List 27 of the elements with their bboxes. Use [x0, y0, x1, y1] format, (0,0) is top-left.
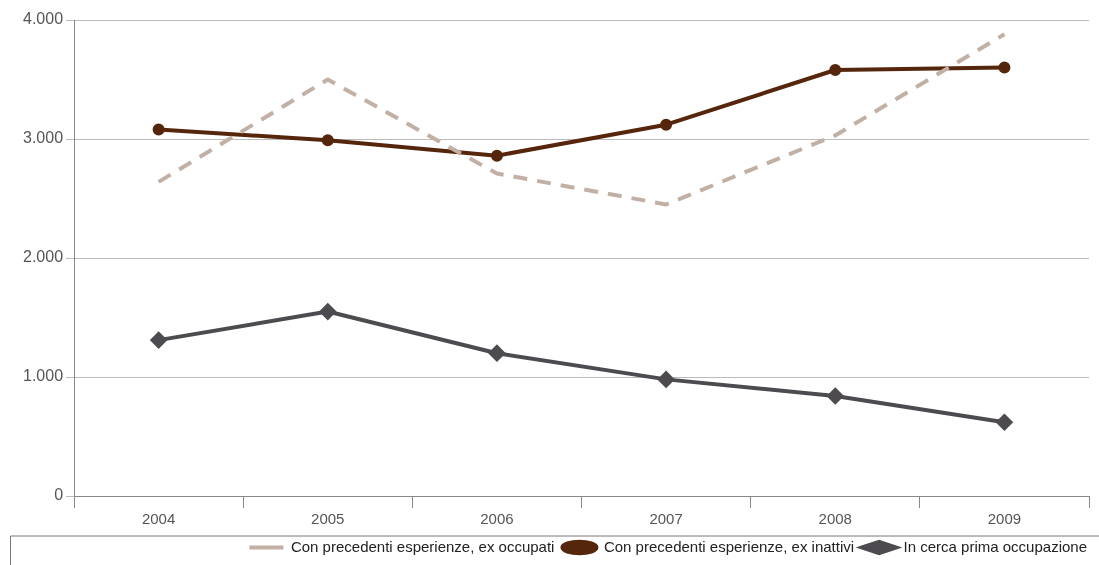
- point: [319, 303, 336, 320]
- x-tick-label: 2007: [649, 510, 683, 528]
- x-tick-label: 2004: [141, 510, 176, 528]
- legend-label: Con precedenti esperienze, ex inattivi: [603, 537, 855, 555]
- y-tick-label: 1.000: [22, 367, 64, 385]
- point: [998, 61, 1011, 74]
- y-tick-label: 4.000: [22, 10, 64, 28]
- line-series: [156, 32, 1007, 207]
- legend-label: In cerca prima occupazione: [903, 537, 1088, 555]
- point: [827, 388, 844, 405]
- point: [321, 134, 334, 147]
- point: [660, 118, 673, 131]
- point: [150, 332, 167, 349]
- y-tick-label: 2.000: [22, 248, 64, 266]
- x-tick-label: 2009: [987, 510, 1022, 528]
- y-tick-label: 0: [54, 486, 64, 504]
- point: [996, 414, 1013, 431]
- legend-label: Con precedenti esperienze, ex occupati: [290, 537, 555, 555]
- point: [488, 345, 505, 362]
- x-tick-label: 2005: [311, 510, 345, 528]
- point: [490, 149, 503, 162]
- point: [152, 123, 165, 136]
- point: [829, 63, 842, 76]
- x-tick-label: 2008: [818, 510, 852, 528]
- point: [658, 371, 675, 388]
- y-tick-label: 3.000: [22, 129, 64, 147]
- x-tick-label: 2006: [480, 510, 514, 528]
